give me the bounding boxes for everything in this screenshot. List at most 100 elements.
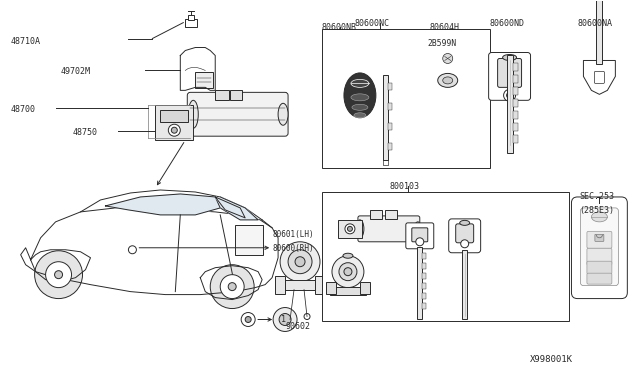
Polygon shape [215, 197, 245, 218]
Circle shape [241, 312, 255, 327]
Circle shape [280, 242, 320, 282]
Circle shape [210, 265, 254, 308]
FancyBboxPatch shape [462, 250, 467, 320]
Circle shape [332, 256, 364, 288]
Ellipse shape [438, 73, 458, 87]
Circle shape [345, 224, 355, 234]
FancyBboxPatch shape [488, 52, 531, 100]
Text: 1: 1 [280, 314, 285, 324]
Circle shape [228, 283, 236, 291]
FancyBboxPatch shape [326, 282, 336, 294]
Text: 80600NC: 80600NC [355, 19, 390, 28]
FancyBboxPatch shape [358, 216, 420, 242]
FancyBboxPatch shape [322, 192, 570, 321]
Circle shape [245, 317, 251, 323]
FancyBboxPatch shape [215, 90, 229, 100]
FancyBboxPatch shape [388, 103, 392, 110]
Text: 48700: 48700 [11, 105, 36, 114]
FancyBboxPatch shape [513, 123, 518, 131]
FancyBboxPatch shape [422, 273, 426, 279]
Ellipse shape [351, 79, 369, 87]
Ellipse shape [352, 104, 368, 110]
FancyBboxPatch shape [406, 223, 434, 249]
Circle shape [461, 240, 468, 248]
FancyBboxPatch shape [156, 105, 193, 140]
FancyBboxPatch shape [330, 286, 366, 295]
FancyBboxPatch shape [230, 90, 242, 100]
FancyBboxPatch shape [388, 143, 392, 150]
FancyBboxPatch shape [360, 282, 370, 294]
PathPatch shape [584, 61, 615, 94]
FancyBboxPatch shape [388, 123, 392, 130]
Polygon shape [220, 197, 258, 220]
FancyBboxPatch shape [449, 219, 481, 253]
Circle shape [344, 268, 352, 276]
FancyBboxPatch shape [580, 208, 618, 286]
FancyBboxPatch shape [188, 92, 288, 136]
Text: 90602: 90602 [285, 323, 310, 331]
FancyBboxPatch shape [322, 29, 490, 168]
FancyBboxPatch shape [513, 99, 518, 107]
FancyBboxPatch shape [186, 19, 197, 26]
Ellipse shape [343, 253, 353, 258]
Circle shape [348, 226, 353, 231]
Circle shape [129, 246, 136, 254]
FancyBboxPatch shape [188, 15, 195, 20]
FancyBboxPatch shape [587, 273, 612, 284]
Ellipse shape [354, 113, 366, 118]
FancyBboxPatch shape [507, 55, 513, 153]
Text: 80600(RH): 80600(RH) [272, 244, 314, 253]
Text: X998001K: X998001K [529, 355, 573, 364]
FancyBboxPatch shape [417, 247, 422, 318]
Ellipse shape [443, 77, 452, 84]
FancyBboxPatch shape [513, 135, 518, 143]
FancyBboxPatch shape [235, 225, 263, 255]
FancyBboxPatch shape [422, 263, 426, 269]
Polygon shape [106, 194, 220, 215]
Circle shape [339, 263, 357, 280]
Ellipse shape [188, 100, 198, 128]
Circle shape [220, 275, 244, 299]
FancyBboxPatch shape [587, 248, 612, 265]
Text: 48750: 48750 [72, 128, 97, 137]
Circle shape [443, 54, 452, 64]
FancyBboxPatch shape [422, 302, 426, 308]
Ellipse shape [460, 220, 470, 225]
FancyBboxPatch shape [275, 276, 285, 294]
FancyBboxPatch shape [412, 228, 428, 242]
Text: 80600NA: 80600NA [577, 19, 612, 28]
Circle shape [507, 92, 513, 98]
Text: 80601(LH): 80601(LH) [272, 230, 314, 239]
Text: 49702M: 49702M [61, 67, 91, 76]
FancyBboxPatch shape [370, 210, 382, 219]
FancyBboxPatch shape [422, 283, 426, 289]
Text: 48710A: 48710A [11, 36, 41, 45]
FancyBboxPatch shape [422, 293, 426, 299]
Ellipse shape [278, 103, 288, 125]
FancyBboxPatch shape [385, 210, 397, 219]
FancyBboxPatch shape [456, 224, 474, 243]
FancyBboxPatch shape [572, 197, 627, 299]
FancyBboxPatch shape [596, 0, 602, 64]
FancyBboxPatch shape [513, 111, 518, 119]
Circle shape [279, 314, 291, 326]
Ellipse shape [502, 54, 516, 61]
FancyBboxPatch shape [338, 220, 362, 238]
Text: 2B599N: 2B599N [428, 39, 457, 48]
FancyBboxPatch shape [595, 234, 604, 241]
FancyBboxPatch shape [595, 71, 604, 83]
Ellipse shape [344, 73, 376, 118]
FancyBboxPatch shape [513, 64, 518, 71]
Circle shape [416, 238, 424, 246]
Text: 80600NB: 80600NB [322, 23, 357, 32]
Text: (285E3): (285E3) [579, 206, 614, 215]
FancyBboxPatch shape [383, 76, 388, 160]
Circle shape [504, 89, 516, 101]
FancyBboxPatch shape [388, 83, 392, 90]
Circle shape [45, 262, 72, 288]
Circle shape [172, 127, 177, 133]
Text: 800103: 800103 [390, 182, 420, 191]
FancyBboxPatch shape [278, 280, 322, 290]
Ellipse shape [591, 212, 607, 222]
Circle shape [168, 124, 180, 136]
